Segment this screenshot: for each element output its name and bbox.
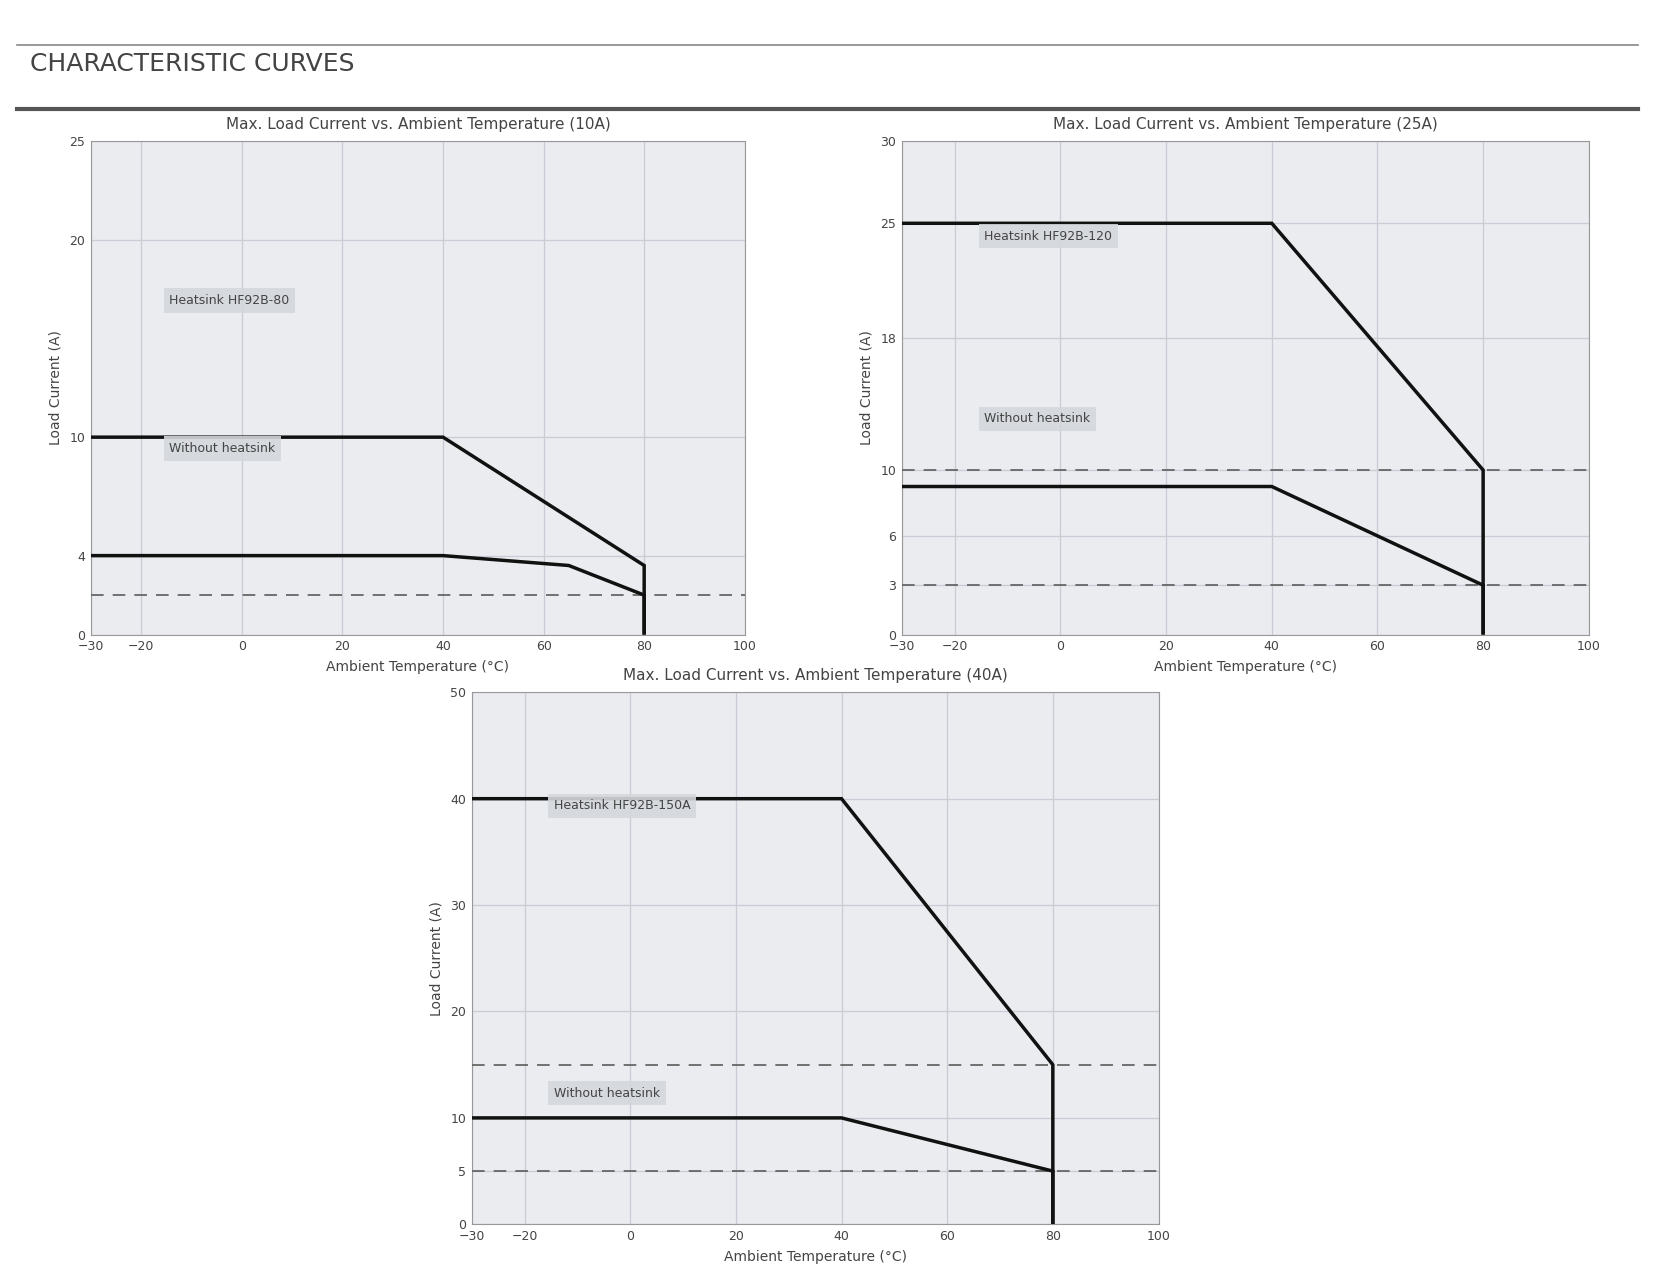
Text: Heatsink HF92B-120: Heatsink HF92B-120: [985, 229, 1112, 242]
Text: Without heatsink: Without heatsink: [554, 1087, 660, 1100]
Y-axis label: Load Current (A): Load Current (A): [48, 331, 63, 445]
X-axis label: Ambient Temperature (°C): Ambient Temperature (°C): [1154, 660, 1337, 674]
X-axis label: Ambient Temperature (°C): Ambient Temperature (°C): [723, 1250, 907, 1264]
Title: Max. Load Current vs. Ambient Temperature (10A): Max. Load Current vs. Ambient Temperatur…: [225, 117, 611, 132]
Text: Without heatsink: Without heatsink: [169, 442, 276, 455]
Title: Max. Load Current vs. Ambient Temperature (40A): Max. Load Current vs. Ambient Temperatur…: [622, 668, 1008, 683]
Text: Heatsink HF92B-150A: Heatsink HF92B-150A: [554, 799, 690, 813]
Text: Without heatsink: Without heatsink: [985, 413, 1091, 426]
X-axis label: Ambient Temperature (°C): Ambient Temperature (°C): [326, 660, 510, 674]
Text: CHARACTERISTIC CURVES: CHARACTERISTIC CURVES: [30, 53, 354, 76]
Y-axis label: Load Current (A): Load Current (A): [429, 901, 444, 1015]
Y-axis label: Load Current (A): Load Current (A): [859, 331, 874, 445]
Text: Heatsink HF92B-80: Heatsink HF92B-80: [169, 294, 290, 306]
Title: Max. Load Current vs. Ambient Temperature (25A): Max. Load Current vs. Ambient Temperatur…: [1053, 117, 1438, 132]
